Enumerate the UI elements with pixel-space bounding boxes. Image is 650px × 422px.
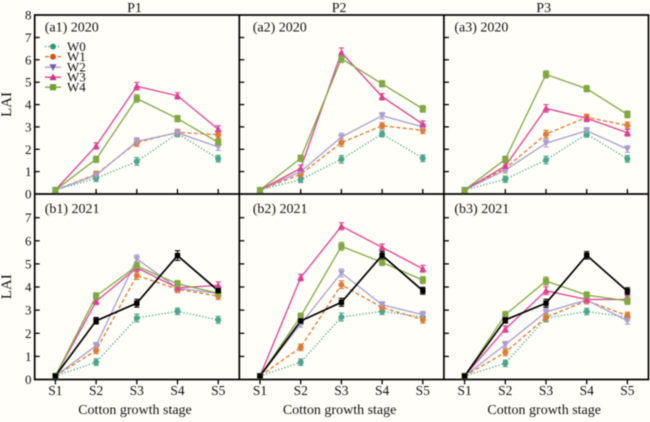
- svg-text:5: 5: [25, 75, 32, 90]
- svg-text:S2: S2: [294, 383, 308, 398]
- svg-text:S5: S5: [211, 383, 226, 398]
- svg-text:P3: P3: [536, 1, 551, 16]
- svg-text:W3: W3: [67, 70, 86, 85]
- svg-text:W1: W1: [67, 49, 86, 64]
- svg-text:4: 4: [25, 280, 32, 295]
- svg-text:7: 7: [25, 30, 32, 45]
- svg-text:S4: S4: [375, 383, 390, 398]
- svg-text:3: 3: [25, 119, 32, 134]
- svg-text:2: 2: [25, 326, 32, 341]
- svg-text:0: 0: [25, 187, 32, 202]
- svg-text:S3: S3: [334, 383, 349, 398]
- svg-text:S1: S1: [48, 383, 62, 398]
- svg-text:LAI: LAI: [0, 92, 15, 117]
- svg-text:W0: W0: [67, 39, 86, 54]
- svg-text:Cotton growth stage: Cotton growth stage: [78, 403, 192, 418]
- svg-text:(b1) 2021: (b1) 2021: [45, 202, 100, 217]
- svg-text:S1: S1: [253, 383, 267, 398]
- svg-text:P2: P2: [332, 1, 347, 16]
- svg-text:8: 8: [25, 8, 32, 23]
- svg-text:S3: S3: [130, 383, 145, 398]
- svg-text:S2: S2: [89, 383, 103, 398]
- svg-text:(b2) 2021: (b2) 2021: [253, 202, 308, 217]
- svg-text:S5: S5: [620, 383, 635, 398]
- svg-text:S3: S3: [539, 383, 554, 398]
- svg-text:1: 1: [25, 349, 32, 364]
- svg-text:2: 2: [25, 142, 32, 157]
- svg-text:S1: S1: [457, 383, 471, 398]
- svg-text:6: 6: [25, 233, 32, 248]
- svg-text:4: 4: [25, 97, 32, 112]
- svg-text:W4: W4: [67, 80, 86, 95]
- svg-text:(a3) 2020: (a3) 2020: [454, 21, 508, 36]
- svg-text:S5: S5: [416, 383, 431, 398]
- svg-text:(b3) 2021: (b3) 2021: [454, 202, 509, 217]
- svg-text:7: 7: [25, 210, 32, 225]
- svg-text:Cotton growth stage: Cotton growth stage: [487, 403, 601, 418]
- svg-text:1: 1: [25, 164, 32, 179]
- svg-text:S4: S4: [170, 383, 185, 398]
- svg-text:6: 6: [25, 52, 32, 67]
- svg-text:S4: S4: [580, 383, 595, 398]
- svg-text:(a1) 2020: (a1) 2020: [45, 21, 99, 36]
- svg-text:Cotton growth stage: Cotton growth stage: [283, 403, 397, 418]
- svg-text:W2: W2: [67, 60, 86, 75]
- svg-text:LAI: LAI: [0, 274, 15, 299]
- svg-text:0: 0: [25, 372, 32, 387]
- svg-text:P1: P1: [127, 1, 142, 16]
- svg-text:(a2) 2020: (a2) 2020: [253, 21, 307, 36]
- svg-text:5: 5: [25, 256, 32, 271]
- svg-text:S2: S2: [498, 383, 512, 398]
- svg-text:3: 3: [25, 303, 32, 318]
